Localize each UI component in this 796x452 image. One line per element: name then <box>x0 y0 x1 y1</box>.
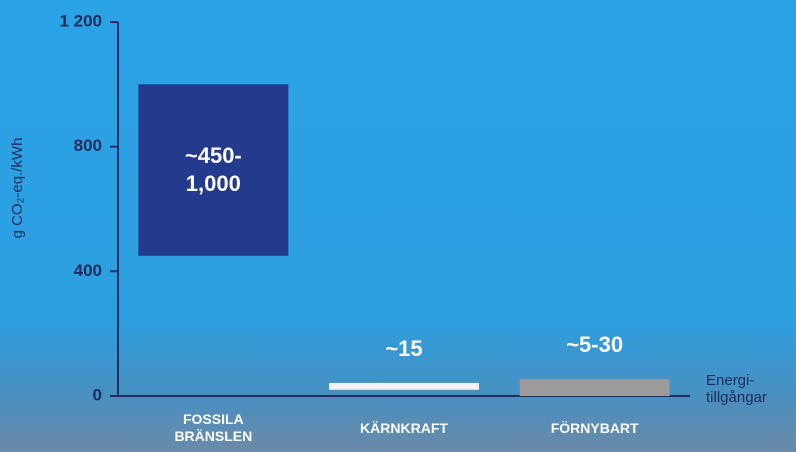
bar-label: ~15 <box>385 335 423 361</box>
y-tick-label: 0 <box>93 385 102 404</box>
bar <box>138 84 289 256</box>
bar-label: ~5-30 <box>566 332 624 358</box>
x-tick-label: FOSSILA BRÄNSLEN <box>174 411 253 444</box>
x-tick-label: KÄRNKRAFT <box>360 420 448 436</box>
bar <box>329 382 479 390</box>
bar-label: ~450- 1,000 <box>184 143 242 197</box>
y-tick-label: 1 200 <box>59 11 102 30</box>
x-axis-label: Energi-tillgångar <box>706 372 767 406</box>
y-tick-label: 800 <box>74 136 102 155</box>
bar <box>519 379 670 396</box>
y-axis-label: g CO₂-eq./kWh <box>9 138 26 239</box>
y-tick-label: 400 <box>74 261 102 280</box>
x-tick-label: FÖRNYBART <box>550 420 639 436</box>
